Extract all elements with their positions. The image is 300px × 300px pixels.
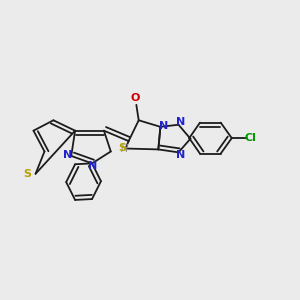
Text: Cl: Cl: [244, 133, 256, 143]
Text: N: N: [88, 161, 97, 171]
Text: N: N: [176, 150, 185, 160]
Text: H: H: [121, 144, 128, 154]
Text: N: N: [63, 150, 72, 160]
Text: S: S: [23, 169, 32, 179]
Text: S: S: [119, 142, 127, 153]
Text: O: O: [130, 93, 140, 103]
Text: N: N: [159, 121, 168, 130]
Text: N: N: [176, 117, 185, 127]
